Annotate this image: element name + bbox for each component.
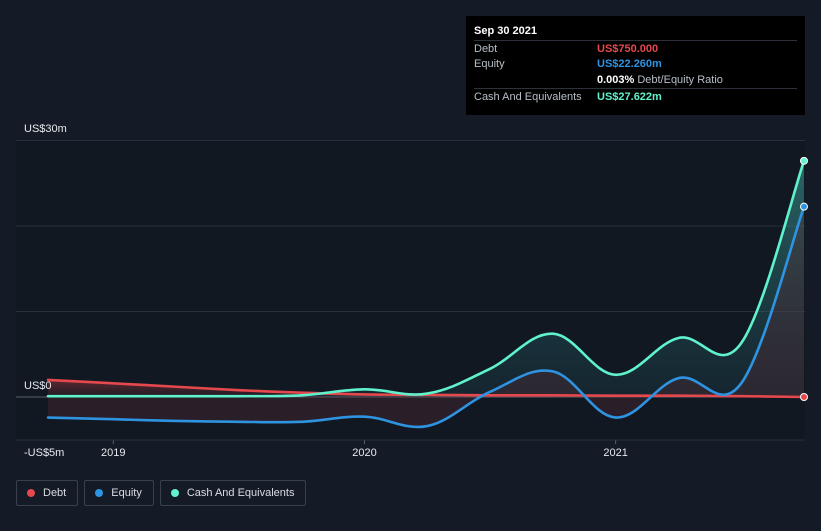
legend-item-equity[interactable]: Equity <box>84 480 154 506</box>
legend-dot-icon <box>170 489 179 497</box>
tooltip-row-equity: Equity US$22.260m <box>474 56 797 72</box>
equity-line <box>46 205 806 429</box>
equity-end-marker <box>800 202 808 211</box>
tooltip-value: US$22.260m <box>597 58 662 70</box>
cash-area <box>48 160 804 397</box>
axes: US$30m US$0 -US$5m 2019 2020 2021 <box>16 123 805 459</box>
debt-end-marker <box>800 392 808 401</box>
tooltip-value: 0.003% Debt/Equity Ratio <box>597 72 723 88</box>
y-axis-label: US$0 <box>24 380 52 392</box>
equity-area <box>48 206 804 427</box>
series-areas <box>48 160 804 427</box>
debt-area <box>48 379 804 397</box>
x-axis-tick-label: 2020 <box>352 447 376 459</box>
series-lines <box>46 159 806 429</box>
legend: Debt Equity Cash And Equivalents <box>16 480 307 506</box>
tooltip-panel: Sep 30 2021 Debt US$750.000 Equity US$22… <box>466 16 805 115</box>
legend-label: Cash And Equivalents <box>186 487 295 499</box>
legend-label: Equity <box>111 487 142 499</box>
y-axis-label: US$30m <box>24 123 67 135</box>
legend-dot-icon <box>27 489 35 497</box>
tooltip-date: Sep 30 2021 <box>474 25 537 37</box>
tooltip-value: US$750.000 <box>597 43 659 55</box>
cash-end-marker <box>800 156 808 165</box>
ratio-unit: Debt/Equity Ratio <box>637 74 723 86</box>
tooltip-label <box>474 72 597 88</box>
legend-label: Debt <box>43 487 67 499</box>
tooltip-row-debt: Debt US$750.000 <box>474 40 797 56</box>
tooltip-label: Cash And Equivalents <box>474 91 582 103</box>
tooltip-label: Equity <box>474 58 505 70</box>
tooltip-row-cash: Cash And Equivalents US$27.622m <box>474 88 797 104</box>
series-end-markers <box>800 156 808 401</box>
legend-item-debt[interactable]: Debt <box>16 480 79 506</box>
x-axis-tick-label: 2021 <box>603 447 627 459</box>
ratio-value: 0.003% <box>597 74 635 86</box>
cash-line <box>46 159 806 398</box>
legend-dot-icon <box>95 489 104 497</box>
tooltip-row-ratio: 0.003% Debt/Equity Ratio <box>474 72 797 88</box>
x-axis-tick-label: 2019 <box>101 447 125 459</box>
tooltip-label: Debt <box>474 43 498 55</box>
y-axis-label: -US$5m <box>24 447 64 459</box>
tooltip-value: US$27.622m <box>597 91 662 103</box>
legend-item-cash[interactable]: Cash And Equivalents <box>159 480 307 506</box>
